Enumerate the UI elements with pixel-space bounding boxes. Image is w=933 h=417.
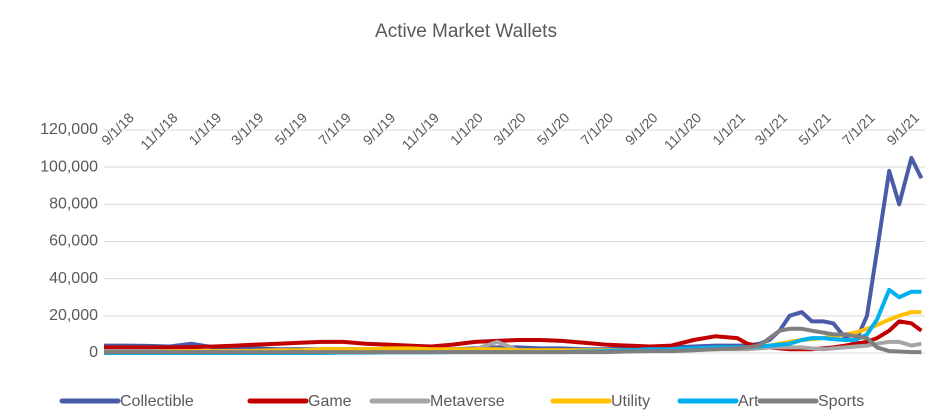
legend-label: Art <box>738 393 759 410</box>
y-tick-label: 0 <box>89 344 98 361</box>
y-tick-label: 60,000 <box>49 233 98 250</box>
series-line <box>104 155 924 352</box>
x-tick-label: 3/1/19 <box>228 109 267 148</box>
x-tick-label: 3/1/20 <box>490 109 529 148</box>
x-tick-label: 9/1/18 <box>98 109 137 148</box>
chart-title: Active Market Wallets <box>375 21 557 42</box>
x-tick-label: 1/1/21 <box>709 109 748 148</box>
x-tick-label: 7/1/21 <box>839 109 878 148</box>
x-tick-label: 5/1/21 <box>795 109 834 148</box>
series-line <box>104 287 922 355</box>
legend-label: Collectible <box>120 393 194 410</box>
x-tick-label: 11/1/20 <box>661 109 705 153</box>
y-tick-label: 100,000 <box>40 158 98 175</box>
y-tick-label: 40,000 <box>49 270 98 287</box>
x-tick-label: 1/1/20 <box>447 109 486 148</box>
y-tick-label: 80,000 <box>49 196 98 213</box>
legend-label: Sports <box>818 393 864 410</box>
x-tick-label: 9/1/20 <box>622 109 661 148</box>
y-tick-label: 120,000 <box>40 121 98 138</box>
x-tick-label: 1/1/19 <box>186 109 225 148</box>
legend-label: Utility <box>611 393 650 410</box>
series-line <box>104 326 922 355</box>
x-tick-label: 9/1/19 <box>360 109 399 148</box>
x-tick-label: 9/1/21 <box>883 109 922 148</box>
x-tick-label: 11/1/19 <box>399 109 443 153</box>
y-tick-label: 20,000 <box>49 307 98 324</box>
legend-label: Game <box>308 393 352 410</box>
series-line <box>104 319 923 352</box>
x-tick-label: 7/1/19 <box>315 109 354 148</box>
x-tick-label: 7/1/20 <box>577 109 616 148</box>
x-tick-label: 11/1/18 <box>137 109 181 153</box>
x-tick-label: 5/1/19 <box>271 109 310 148</box>
x-tick-label: 5/1/20 <box>534 109 573 148</box>
x-tick-label: 3/1/21 <box>751 109 790 148</box>
legend-label: Metaverse <box>430 393 505 410</box>
